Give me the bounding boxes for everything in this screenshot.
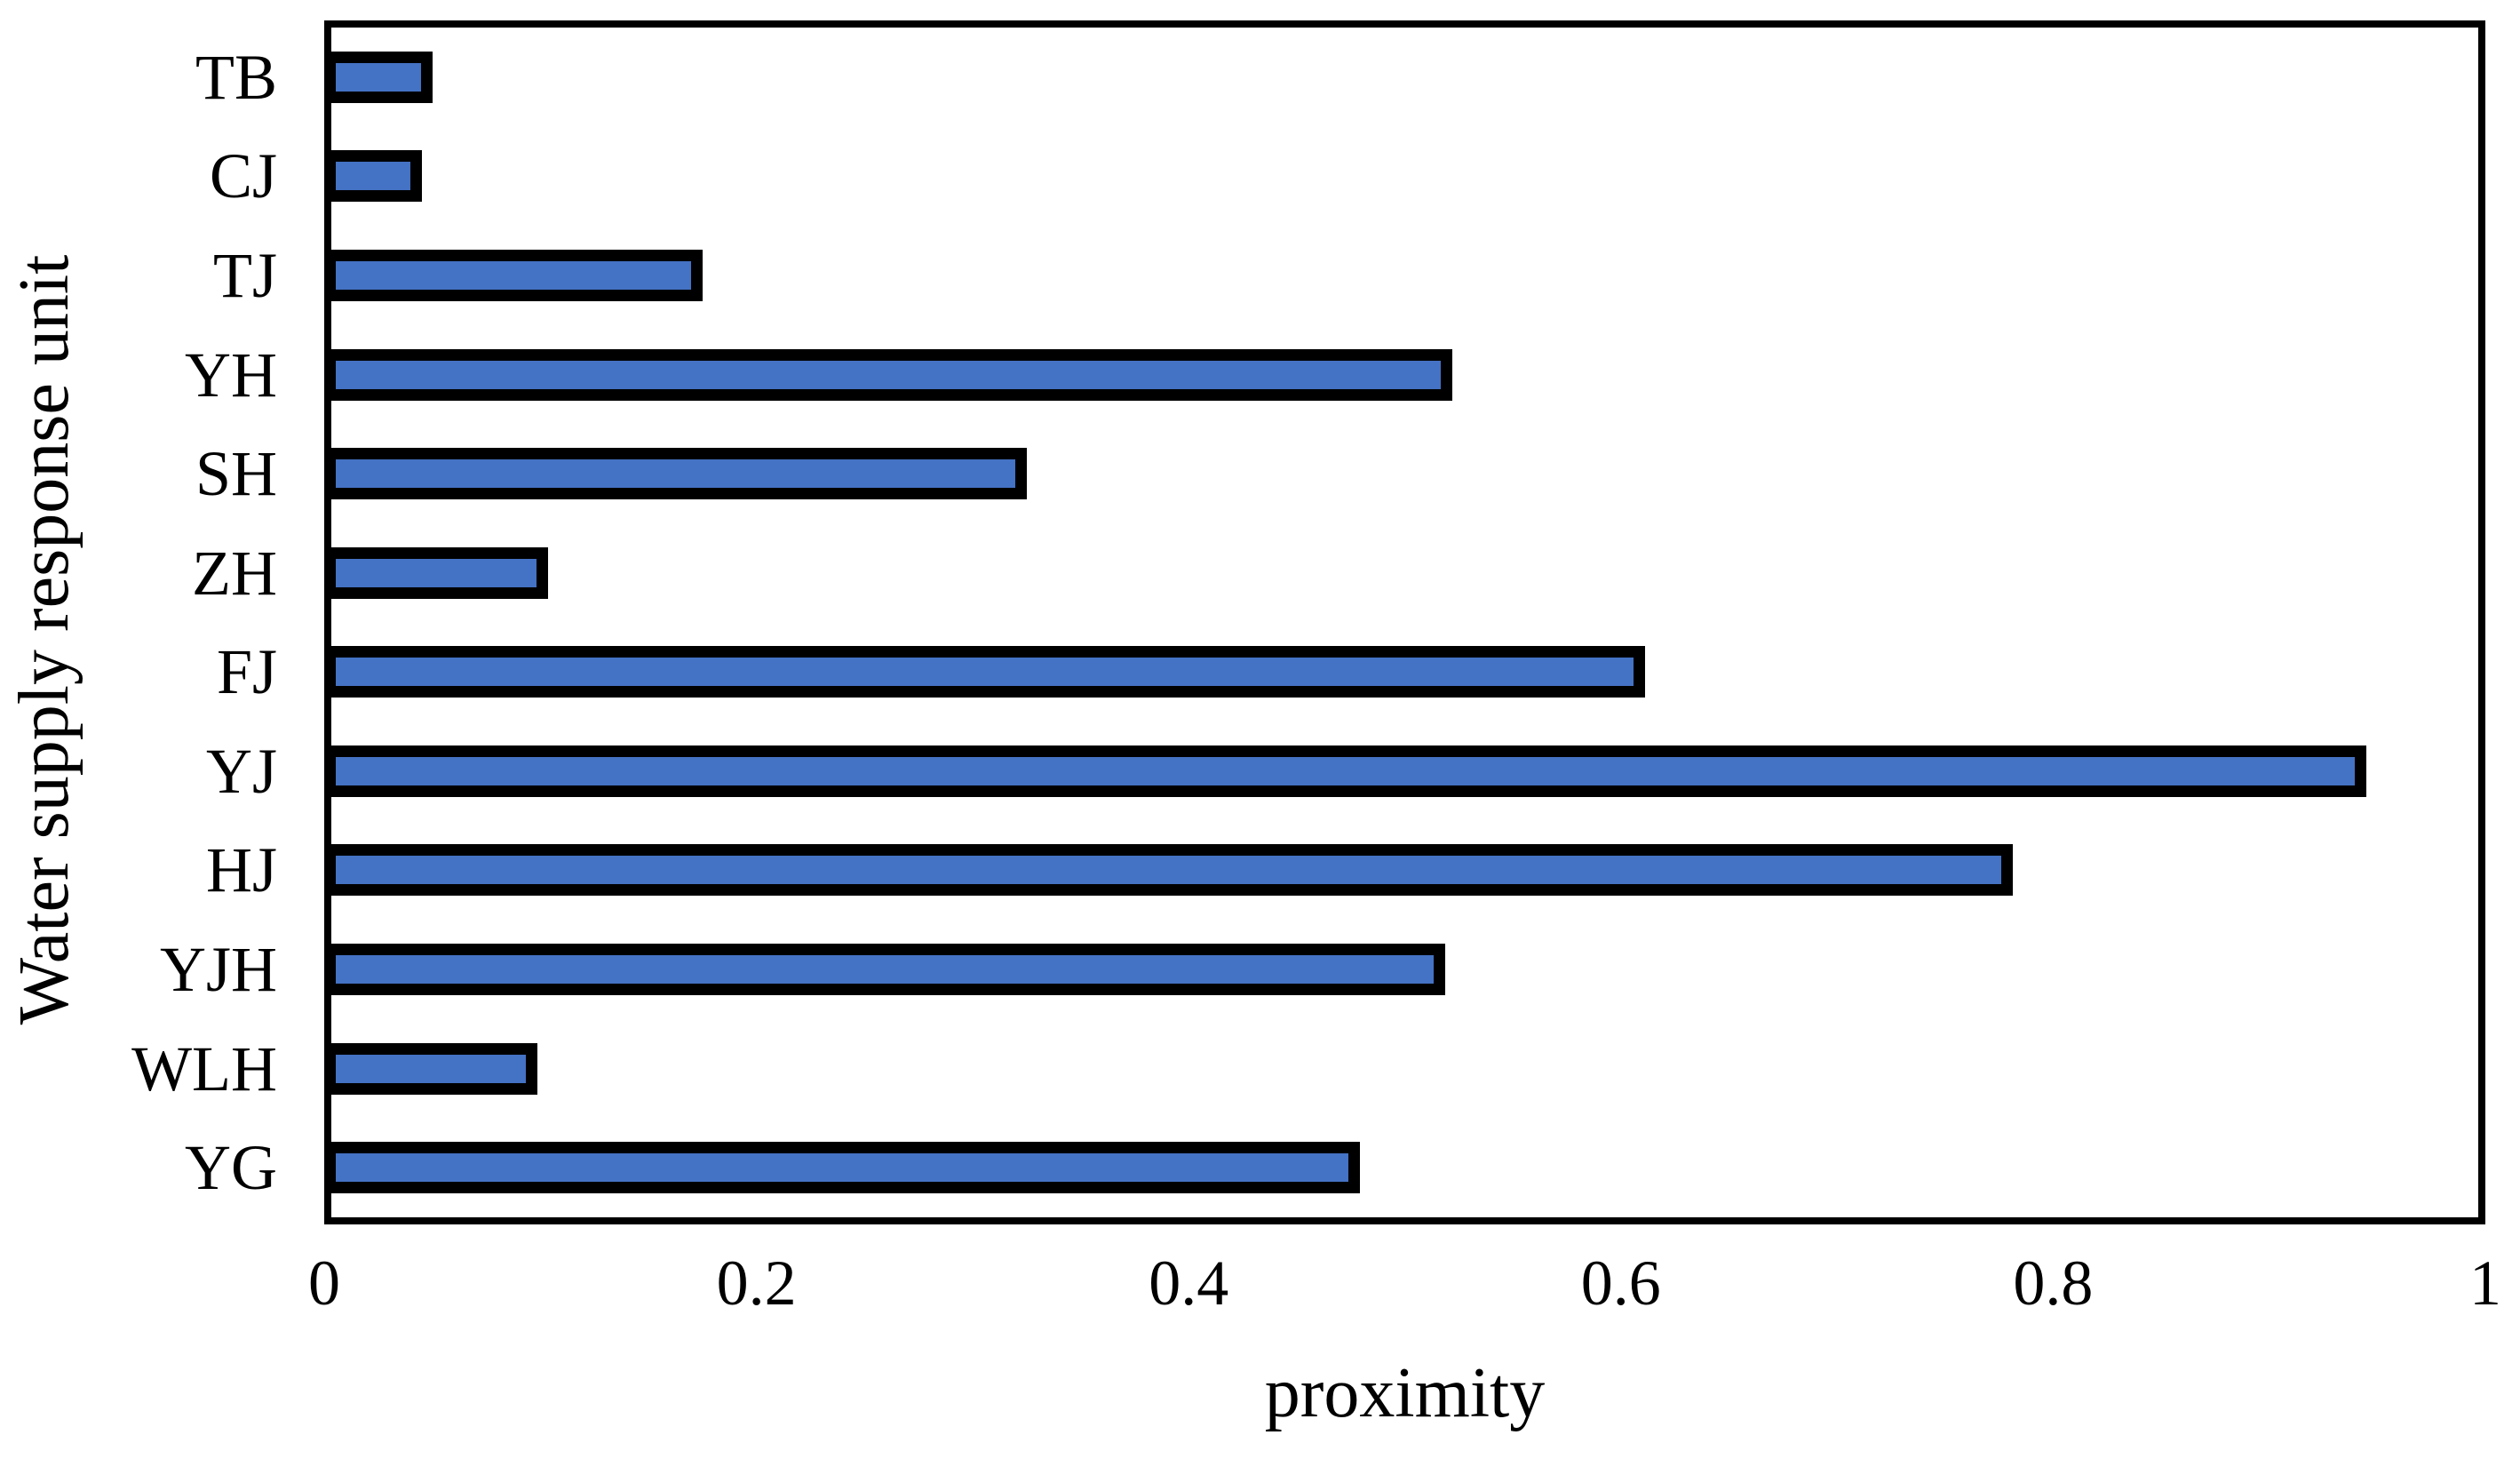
- bar-hj: [324, 844, 2013, 897]
- bars-layer: [324, 28, 2478, 1217]
- bar-row: [324, 821, 2478, 921]
- bar-sh: [324, 448, 1028, 500]
- bar-row: [324, 28, 2478, 127]
- category-label-cj: CJ: [209, 140, 277, 212]
- bar-wlh: [324, 1042, 538, 1095]
- category-label-wlh: WLH: [131, 1032, 277, 1104]
- category-labels: TB CJ TJ YH SH ZH FJ YJ HJ YJH WLH YG: [0, 28, 302, 1217]
- bar-row: [324, 622, 2478, 722]
- category-label-sh: SH: [195, 438, 277, 510]
- bar-row: [324, 424, 2478, 523]
- bar-row: [324, 325, 2478, 425]
- bar-zh: [324, 546, 549, 599]
- x-tick-label-0: 0: [308, 1248, 340, 1319]
- bar-row: [324, 226, 2478, 325]
- bar-row: [324, 127, 2478, 227]
- bar-yj: [324, 745, 2367, 797]
- x-tick-label-0.6: 0.6: [1580, 1248, 1661, 1319]
- bar-row: [324, 1019, 2478, 1119]
- category-label-tj: TJ: [213, 239, 277, 311]
- bar-tb: [324, 51, 433, 103]
- category-label-yjh: YJH: [159, 933, 277, 1005]
- category-label-fj: FJ: [216, 636, 277, 708]
- category-label-hj: HJ: [205, 834, 277, 906]
- bar-row: [324, 920, 2478, 1019]
- bar-yjh: [324, 943, 1446, 995]
- bar-row: [324, 523, 2478, 623]
- bar-yh: [324, 348, 1452, 401]
- bar-yg: [324, 1142, 1360, 1194]
- x-tick-label-0.2: 0.2: [716, 1248, 797, 1319]
- x-tick-label-0.4: 0.4: [1149, 1248, 1229, 1319]
- plot-area: [324, 20, 2485, 1224]
- category-label-zh: ZH: [192, 537, 277, 609]
- category-label-tb: TB: [195, 41, 277, 113]
- category-label-yj: YJ: [205, 735, 277, 807]
- x-tick-label-0.8: 0.8: [2013, 1248, 2094, 1319]
- x-axis-ticks: 0 0.2 0.4 0.6 0.8 1: [308, 1248, 2501, 1331]
- bar-cj: [324, 150, 422, 203]
- bar-fj: [324, 646, 1646, 698]
- bar-row: [324, 722, 2478, 821]
- bar-row: [324, 1118, 2478, 1217]
- category-label-yg: YG: [185, 1132, 277, 1204]
- bar-tj: [324, 249, 704, 301]
- x-axis-title: proximity: [1264, 1354, 1546, 1432]
- x-tick-label-1: 1: [2469, 1248, 2501, 1319]
- category-label-yh: YH: [185, 339, 277, 411]
